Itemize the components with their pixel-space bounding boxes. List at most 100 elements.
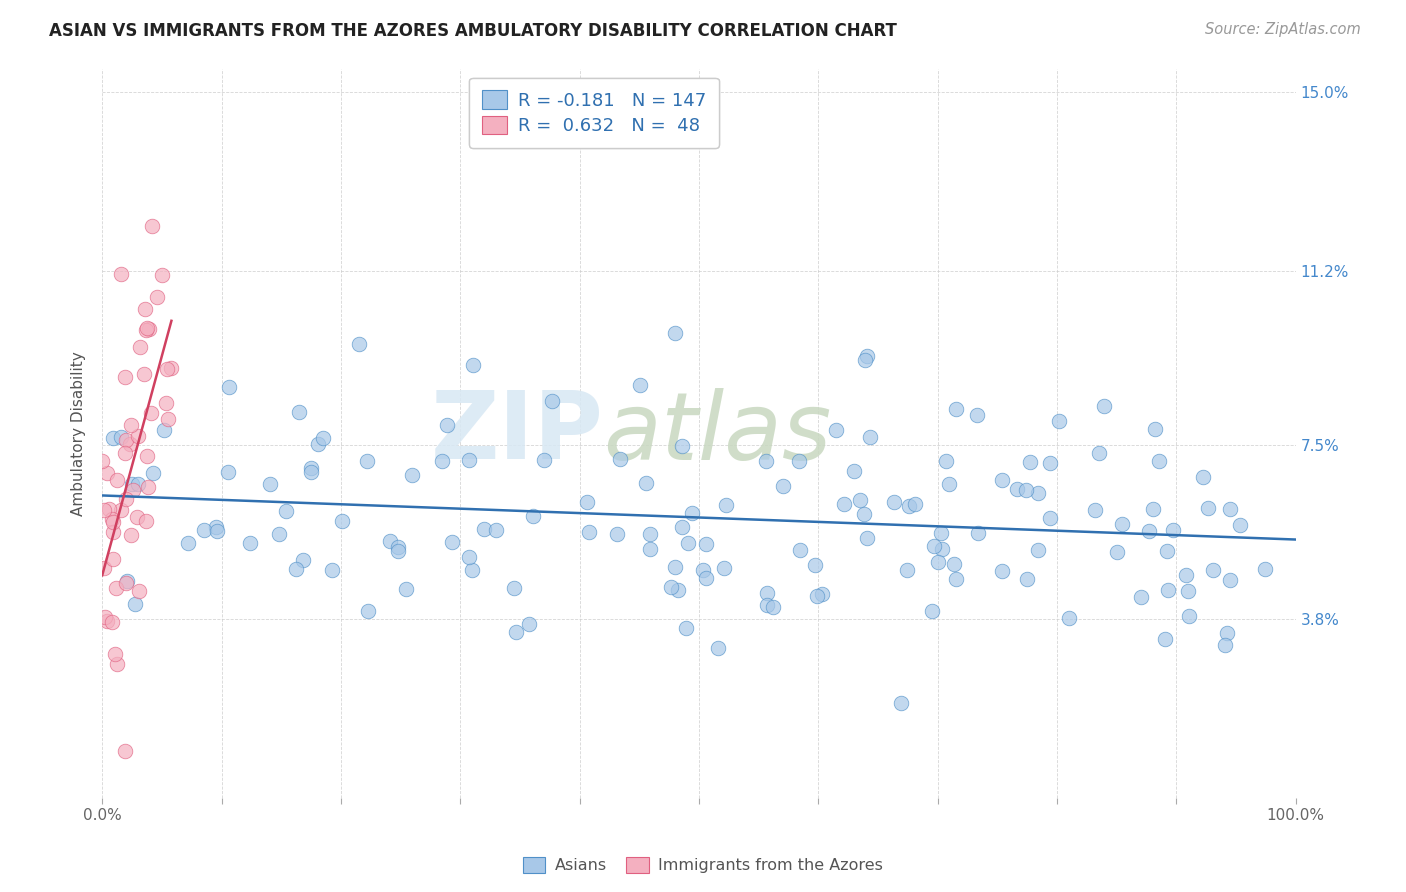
- Point: [1197, 501, 1219, 516]
- Point: [1137, 524, 1160, 539]
- Point: [659, 580, 682, 594]
- Point: [307, 436, 329, 450]
- Point: [127, 429, 149, 443]
- Point: [1215, 626, 1237, 640]
- Point: [1178, 609, 1201, 624]
- Point: [97, 501, 120, 516]
- Point: [93, 560, 115, 574]
- Point: [156, 412, 179, 426]
- Point: [967, 525, 990, 540]
- Point: [676, 536, 699, 550]
- Point: [762, 599, 785, 614]
- Point: [101, 552, 124, 566]
- Point: [105, 473, 128, 487]
- Point: [664, 560, 686, 574]
- Point: [1229, 517, 1251, 532]
- Text: atlas: atlas: [603, 388, 832, 479]
- Point: [267, 527, 290, 541]
- Point: [945, 572, 967, 586]
- Point: [114, 744, 136, 758]
- Legend: Asians, Immigrants from the Azores: Asians, Immigrants from the Azores: [516, 850, 890, 880]
- Point: [458, 549, 481, 564]
- Point: [356, 454, 378, 468]
- Legend: R = -0.181   N = 147, R =  0.632   N =  48: R = -0.181 N = 147, R = 0.632 N = 48: [470, 78, 718, 148]
- Point: [138, 322, 160, 336]
- Point: [110, 502, 132, 516]
- Point: [503, 581, 526, 595]
- Point: [505, 624, 527, 639]
- Point: [806, 589, 828, 603]
- Point: [1219, 573, 1241, 587]
- Point: [127, 510, 149, 524]
- Point: [285, 561, 308, 575]
- Point: [274, 504, 297, 518]
- Point: [1161, 523, 1184, 537]
- Point: [606, 527, 628, 541]
- Point: [121, 477, 143, 491]
- Point: [115, 434, 138, 448]
- Point: [288, 405, 311, 419]
- Point: [921, 604, 943, 618]
- Point: [150, 268, 173, 282]
- Point: [1219, 502, 1241, 516]
- Point: [461, 358, 484, 372]
- Point: [789, 543, 811, 558]
- Y-axis label: Ambulatory Disability: Ambulatory Disability: [72, 351, 86, 516]
- Point: [755, 454, 778, 468]
- Point: [1057, 611, 1080, 625]
- Point: [1254, 562, 1277, 576]
- Point: [114, 370, 136, 384]
- Point: [141, 219, 163, 233]
- Point: [135, 514, 157, 528]
- Point: [218, 380, 240, 394]
- Point: [1156, 544, 1178, 558]
- Point: [121, 417, 143, 432]
- Point: [1130, 591, 1153, 605]
- Point: [127, 477, 149, 491]
- Point: [101, 525, 124, 540]
- Point: [897, 499, 920, 513]
- Point: [129, 340, 152, 354]
- Point: [117, 574, 139, 589]
- Point: [193, 523, 215, 537]
- Point: [347, 336, 370, 351]
- Point: [177, 535, 200, 549]
- Point: [160, 361, 183, 376]
- Point: [104, 647, 127, 661]
- Point: [1144, 421, 1167, 435]
- Point: [638, 526, 661, 541]
- Point: [135, 449, 157, 463]
- Point: [695, 571, 717, 585]
- Point: [938, 476, 960, 491]
- Point: [628, 377, 651, 392]
- Point: [134, 367, 156, 381]
- Point: [110, 430, 132, 444]
- Point: [96, 614, 118, 628]
- Point: [100, 615, 122, 630]
- Point: [929, 525, 952, 540]
- Point: [890, 696, 912, 710]
- Point: [139, 406, 162, 420]
- Point: [204, 519, 226, 533]
- Point: [1192, 470, 1215, 484]
- Point: [772, 479, 794, 493]
- Point: [1017, 572, 1039, 586]
- Point: [695, 537, 717, 551]
- Point: [707, 641, 730, 656]
- Point: [115, 576, 138, 591]
- Point: [842, 464, 865, 478]
- Point: [990, 564, 1012, 578]
- Point: [859, 430, 882, 444]
- Point: [103, 431, 125, 445]
- Point: [259, 477, 281, 491]
- Point: [332, 514, 354, 528]
- Point: [1018, 455, 1040, 469]
- Point: [1028, 542, 1050, 557]
- Point: [787, 453, 810, 467]
- Point: [576, 495, 599, 509]
- Point: [922, 539, 945, 553]
- Point: [1147, 454, 1170, 468]
- Point: [239, 536, 262, 550]
- Point: [461, 563, 484, 577]
- Point: [832, 498, 855, 512]
